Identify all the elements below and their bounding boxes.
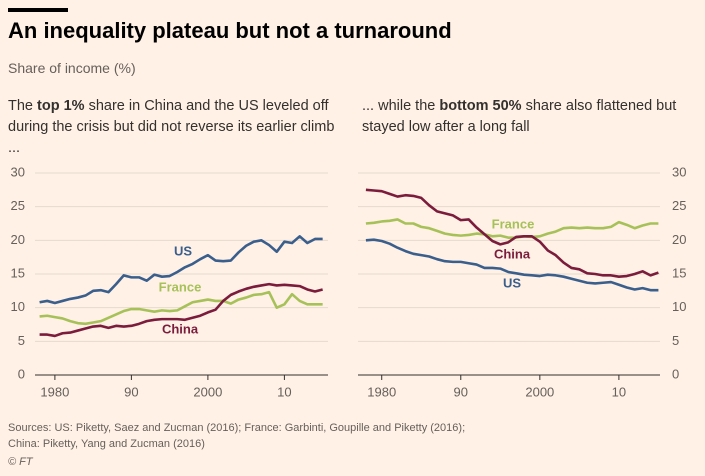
credit: © FT xyxy=(8,456,33,468)
x-tick-label: 90 xyxy=(124,384,138,399)
series-line xyxy=(39,234,323,305)
series-label: US xyxy=(503,275,521,290)
x-tick-label: 2000 xyxy=(193,384,222,399)
x-tick-label: 2000 xyxy=(525,384,554,399)
x-tick-label: 10 xyxy=(612,384,626,399)
series-line xyxy=(39,290,323,326)
series-line xyxy=(365,188,659,278)
series-line xyxy=(39,282,323,338)
description-run: share also flattened but stayed low afte… xyxy=(362,98,677,135)
series-label: China xyxy=(494,246,531,261)
series-line xyxy=(365,218,659,239)
description-run: top 1% xyxy=(37,98,85,114)
y-tick-label: 20 xyxy=(11,232,25,247)
subtitle: Share of income (%) xyxy=(8,60,136,76)
description-run: The xyxy=(8,98,38,114)
description-run: share in China and the US leveled off du… xyxy=(8,98,335,156)
description-run: ... while the xyxy=(362,98,440,114)
y-tick-label: 5 xyxy=(18,333,25,348)
y-tick-label: 25 xyxy=(11,198,25,213)
series-label: France xyxy=(492,216,535,231)
x-tick-label: 90 xyxy=(454,384,468,399)
y-tick-label: 0 xyxy=(672,366,679,381)
series-label: China xyxy=(162,321,199,336)
y-tick-label: 5 xyxy=(672,333,679,348)
panel-description: ... while the bottom 50% share also flat… xyxy=(362,96,682,138)
series-line xyxy=(365,238,659,292)
x-tick-label: 1980 xyxy=(367,384,396,399)
series-label: France xyxy=(159,279,202,294)
y-tick-label: 30 xyxy=(11,164,25,179)
title-bar xyxy=(8,8,68,12)
sources: Sources: US: Piketty, Saez and Zucman (2… xyxy=(8,422,466,434)
y-tick-label: 25 xyxy=(672,198,686,213)
x-tick-label: 10 xyxy=(277,384,291,399)
y-tick-label: 30 xyxy=(672,164,686,179)
title: An inequality plateau but not a turnarou… xyxy=(8,18,452,43)
y-tick-label: 0 xyxy=(18,366,25,381)
y-tick-label: 15 xyxy=(11,265,25,280)
series-label: US xyxy=(174,243,192,258)
y-tick-label: 10 xyxy=(672,299,686,314)
description-run: bottom 50% xyxy=(439,98,522,114)
sources: China: Piketty, Yang and Zucman (2016) xyxy=(8,438,205,450)
y-tick-label: 10 xyxy=(11,299,25,314)
y-tick-label: 15 xyxy=(672,265,686,280)
y-tick-label: 20 xyxy=(672,232,686,247)
x-tick-label: 1980 xyxy=(40,384,69,399)
panel-description: The top 1% share in China and the US lev… xyxy=(8,96,338,159)
